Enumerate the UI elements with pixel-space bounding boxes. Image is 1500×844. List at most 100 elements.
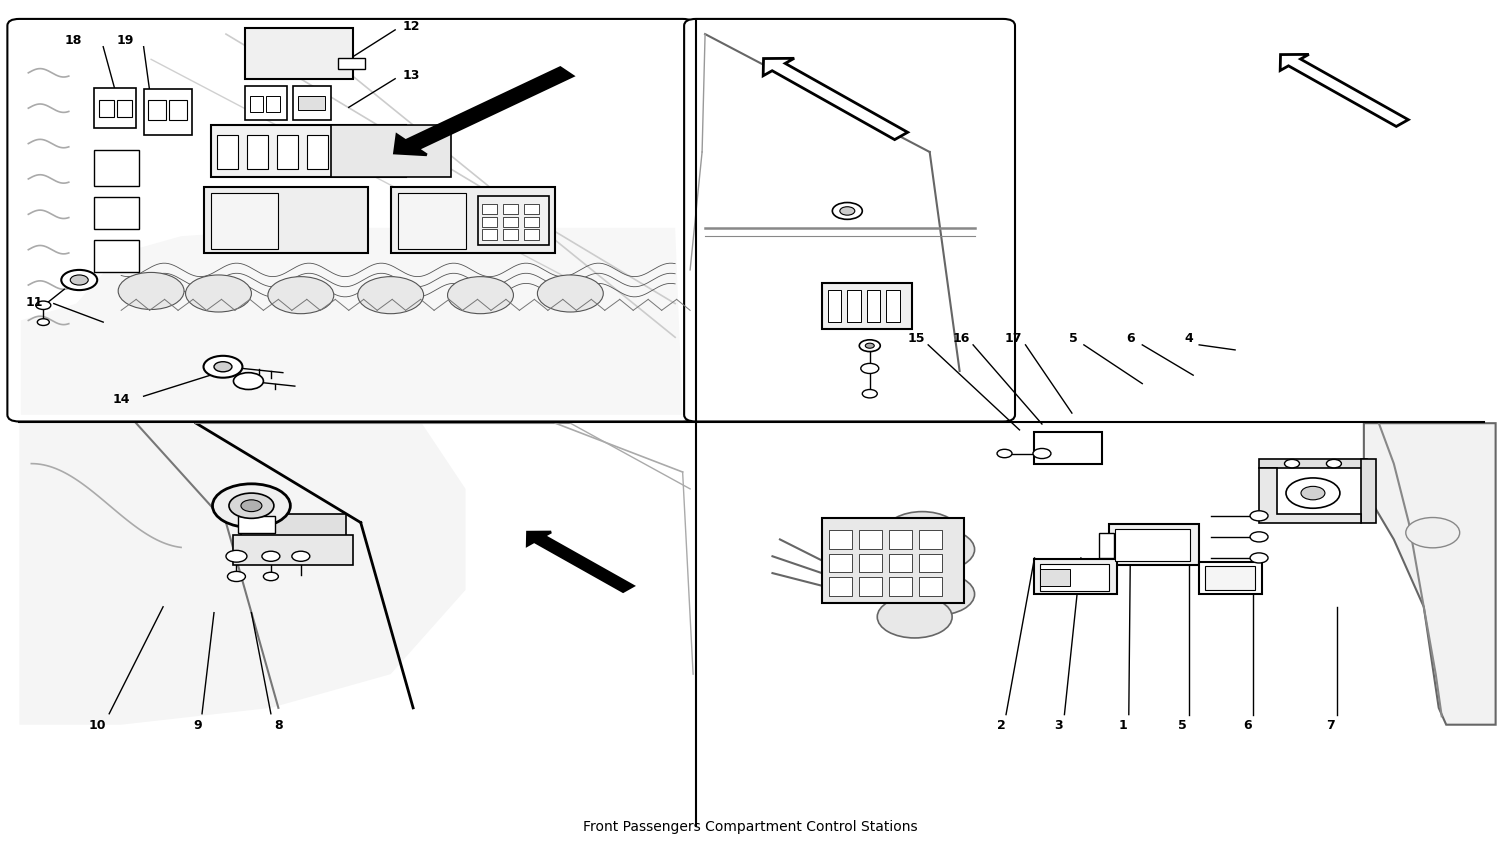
Circle shape bbox=[865, 344, 874, 349]
Circle shape bbox=[880, 554, 956, 596]
Circle shape bbox=[230, 494, 274, 519]
Bar bbox=[830, 531, 852, 549]
Circle shape bbox=[70, 276, 88, 286]
Text: 9: 9 bbox=[194, 718, 202, 732]
Bar bbox=[886, 291, 900, 322]
Polygon shape bbox=[1280, 56, 1408, 127]
Bar bbox=[94, 241, 140, 273]
Bar bbox=[503, 230, 518, 241]
Circle shape bbox=[862, 390, 877, 398]
Circle shape bbox=[1286, 479, 1340, 509]
Circle shape bbox=[998, 450, 1012, 458]
Circle shape bbox=[38, 319, 50, 326]
Text: 11: 11 bbox=[26, 296, 44, 309]
Circle shape bbox=[861, 364, 879, 374]
Text: 1: 1 bbox=[1119, 718, 1126, 732]
Bar bbox=[204, 188, 368, 254]
Bar bbox=[366, 136, 387, 170]
Text: 8: 8 bbox=[274, 718, 282, 732]
Bar bbox=[828, 291, 842, 322]
Polygon shape bbox=[1258, 468, 1360, 523]
Text: 15: 15 bbox=[908, 332, 926, 344]
Circle shape bbox=[228, 571, 246, 582]
Bar bbox=[920, 531, 942, 549]
Circle shape bbox=[213, 484, 291, 528]
Text: 5: 5 bbox=[1179, 718, 1186, 732]
Polygon shape bbox=[20, 422, 465, 725]
Bar bbox=[1360, 460, 1376, 523]
Circle shape bbox=[62, 271, 98, 291]
Circle shape bbox=[1034, 449, 1052, 459]
Bar bbox=[398, 194, 465, 250]
Circle shape bbox=[292, 551, 310, 561]
Bar bbox=[211, 194, 279, 250]
Bar bbox=[278, 136, 298, 170]
Circle shape bbox=[1326, 460, 1341, 468]
Bar bbox=[1204, 566, 1254, 590]
Circle shape bbox=[833, 203, 862, 220]
Circle shape bbox=[204, 356, 243, 378]
Circle shape bbox=[36, 301, 51, 310]
Bar bbox=[94, 198, 140, 230]
Bar bbox=[234, 536, 352, 565]
Bar bbox=[830, 554, 852, 572]
Bar bbox=[251, 97, 264, 112]
Bar bbox=[294, 87, 332, 121]
Bar bbox=[390, 188, 555, 254]
Polygon shape bbox=[764, 59, 908, 140]
Circle shape bbox=[900, 573, 975, 615]
Text: 19: 19 bbox=[117, 35, 135, 47]
Circle shape bbox=[840, 208, 855, 216]
Bar bbox=[246, 87, 288, 121]
Bar bbox=[332, 126, 450, 178]
Bar bbox=[859, 531, 882, 549]
Circle shape bbox=[1300, 487, 1324, 500]
Text: 18: 18 bbox=[64, 35, 82, 47]
Bar bbox=[482, 205, 496, 215]
Bar bbox=[1116, 530, 1190, 561]
Bar bbox=[94, 151, 140, 187]
Circle shape bbox=[1406, 518, 1459, 549]
Bar bbox=[847, 291, 861, 322]
Bar bbox=[822, 284, 912, 329]
Bar bbox=[148, 100, 166, 121]
Bar bbox=[822, 519, 965, 603]
Circle shape bbox=[242, 500, 262, 512]
Text: 6: 6 bbox=[1126, 332, 1134, 344]
Bar bbox=[170, 100, 188, 121]
Bar bbox=[298, 97, 326, 111]
Bar bbox=[1041, 564, 1110, 591]
Text: 3: 3 bbox=[1054, 718, 1062, 732]
Circle shape bbox=[878, 596, 953, 638]
Bar bbox=[482, 218, 496, 228]
Bar bbox=[1110, 525, 1198, 565]
Polygon shape bbox=[526, 533, 633, 592]
Bar bbox=[524, 230, 538, 241]
Bar bbox=[859, 577, 882, 596]
Circle shape bbox=[186, 276, 252, 312]
Circle shape bbox=[537, 276, 603, 312]
Circle shape bbox=[268, 278, 334, 314]
Circle shape bbox=[214, 362, 232, 372]
Bar bbox=[920, 577, 942, 596]
Circle shape bbox=[118, 273, 184, 310]
Bar bbox=[890, 577, 912, 596]
Bar bbox=[117, 100, 132, 117]
Bar bbox=[1035, 432, 1102, 464]
Text: 13: 13 bbox=[404, 69, 420, 82]
Bar bbox=[830, 577, 852, 596]
Circle shape bbox=[1250, 553, 1268, 563]
Text: 7: 7 bbox=[1326, 718, 1335, 732]
Bar bbox=[211, 126, 405, 178]
Bar bbox=[859, 554, 882, 572]
Bar bbox=[524, 218, 538, 228]
Circle shape bbox=[234, 373, 264, 390]
Bar bbox=[920, 554, 942, 572]
Circle shape bbox=[264, 572, 279, 581]
Bar bbox=[1035, 559, 1118, 594]
Circle shape bbox=[859, 340, 880, 352]
Circle shape bbox=[357, 278, 423, 314]
Bar bbox=[267, 97, 280, 112]
Bar bbox=[248, 136, 268, 170]
Polygon shape bbox=[394, 68, 573, 155]
